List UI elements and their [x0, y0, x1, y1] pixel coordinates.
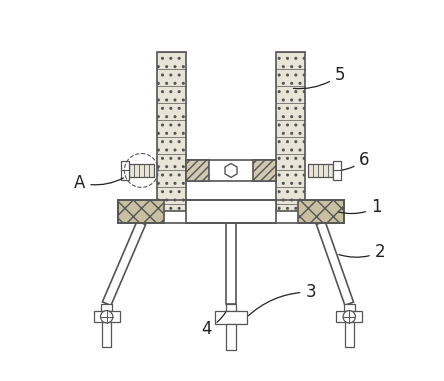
Bar — [121, 161, 129, 180]
Bar — [129, 163, 154, 178]
Bar — [186, 160, 209, 181]
Polygon shape — [103, 221, 146, 306]
Bar — [276, 52, 305, 211]
Bar — [226, 324, 236, 350]
Text: 6: 6 — [342, 150, 370, 170]
Circle shape — [100, 311, 113, 323]
Bar — [157, 52, 186, 211]
Bar — [102, 322, 111, 347]
Text: 3: 3 — [249, 283, 316, 315]
Bar — [94, 311, 120, 322]
Bar — [333, 161, 341, 180]
Bar — [345, 322, 354, 347]
Bar — [118, 200, 164, 223]
Bar — [226, 304, 236, 311]
Bar — [101, 304, 112, 311]
Polygon shape — [226, 350, 236, 365]
Circle shape — [343, 311, 355, 323]
Bar — [215, 311, 247, 324]
Text: 2: 2 — [339, 243, 385, 261]
Bar — [186, 200, 276, 223]
Text: 1: 1 — [339, 199, 381, 216]
Text: 5: 5 — [293, 66, 345, 89]
Bar — [253, 160, 276, 181]
Polygon shape — [226, 223, 236, 304]
Polygon shape — [317, 221, 353, 305]
Text: 4: 4 — [202, 312, 226, 338]
Polygon shape — [225, 163, 237, 178]
Text: A: A — [74, 174, 123, 192]
Bar — [344, 304, 355, 311]
Bar — [186, 160, 276, 181]
Polygon shape — [345, 347, 354, 361]
Polygon shape — [102, 347, 111, 361]
Bar — [336, 311, 362, 322]
Bar — [309, 163, 333, 178]
Bar — [297, 200, 344, 223]
